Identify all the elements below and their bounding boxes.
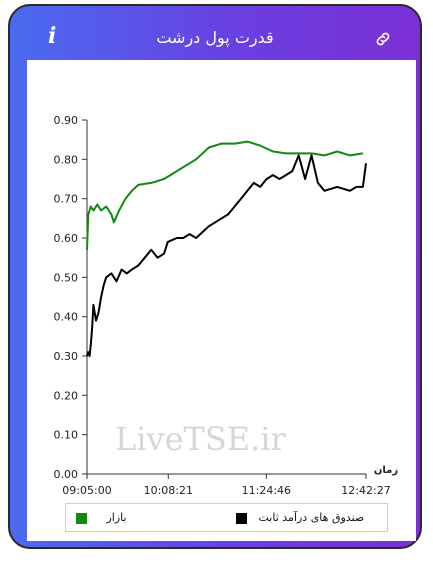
widget-header: i قدرت پول درشت <box>10 6 420 64</box>
series-line-0 <box>86 140 364 250</box>
chart-panel: LiveTSE.ir 0.00 0.10 0.20 0.30 0.40 0.50 0.60 0… <box>27 60 416 541</box>
legend-label-fund: صندوق های درآمد ثابت <box>258 511 365 524</box>
y-tick-label: 0.60 <box>54 232 79 245</box>
legend-swatch-market <box>76 512 87 524</box>
x-tick-label: 12:42:27 <box>341 484 390 497</box>
legend-swatch-fund <box>236 512 247 524</box>
legend-label-market: بازار <box>106 511 127 524</box>
x-tick-label: 11:24:46 <box>242 484 291 497</box>
y-tick-label: 0.10 <box>54 429 79 442</box>
y-tick-label: 0.50 <box>54 271 79 284</box>
x-tick-label: 09:05:00 <box>62 484 111 497</box>
widget-frame: i قدرت پول درشت LiveTSE.ir 0.00 0.10 0.20 0… <box>8 4 422 549</box>
series-line-1 <box>86 154 367 357</box>
legend-item-market[interactable]: بازار <box>76 511 127 524</box>
y-tick-label: 0.90 <box>54 114 79 127</box>
chart-legend: بازار صندوق های درآمد ثابت <box>65 503 388 532</box>
y-tick-label: 0.80 <box>54 153 79 166</box>
y-tick-label: 0.00 <box>54 468 79 481</box>
y-tick-label: 0.30 <box>54 350 79 363</box>
x-axis-label: زمان <box>374 465 398 476</box>
widget-title: قدرت پول درشت <box>156 28 274 47</box>
y-tick-label: 0.70 <box>54 193 79 206</box>
legend-item-fund[interactable]: صندوق های درآمد ثابت <box>236 511 364 524</box>
x-tick-label: 10:08:21 <box>144 484 193 497</box>
info-icon[interactable]: i <box>48 23 57 49</box>
link-icon[interactable] <box>374 30 392 48</box>
chart: LiveTSE.ir 0.00 0.10 0.20 0.30 0.40 0.50 0.60 0… <box>54 114 399 497</box>
watermark: LiveTSE.ir <box>115 420 287 458</box>
y-tick-label: 0.40 <box>54 311 79 324</box>
y-tick-label: 0.20 <box>54 389 79 402</box>
